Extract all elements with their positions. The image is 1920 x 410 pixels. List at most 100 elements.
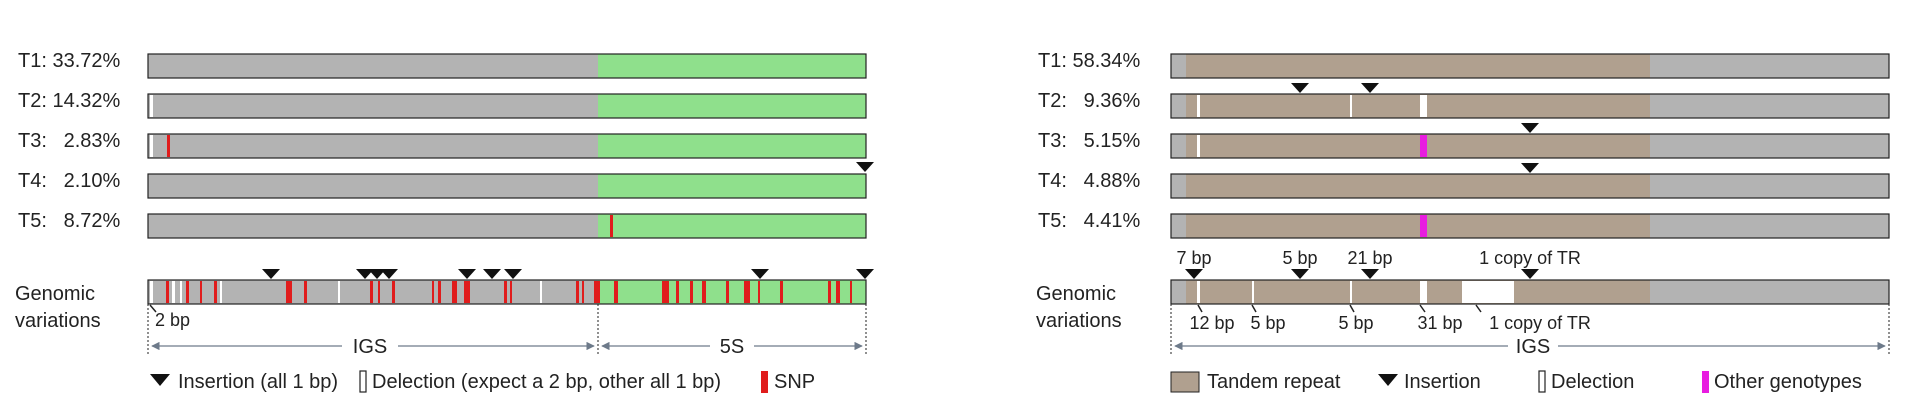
right-bar-t4 [1170,163,1890,199]
other-genotype-mark [1420,135,1427,157]
snp-mark [850,281,852,303]
left-region-igs: IGS [353,336,387,358]
insertion-marker [1185,269,1203,279]
right-annot-bottom-1: 12 bp [1189,313,1234,333]
right-type-label-4: T4: 4.88% [1038,170,1140,192]
deletion-mark [338,281,340,303]
insertion-legend-icon [1378,374,1398,386]
deletion-mark [1420,95,1427,117]
deletion-mark [1350,281,1352,303]
snp-mark [662,281,669,303]
other-genotypes-legend-icon [1702,371,1709,393]
snp-mark [464,281,470,303]
legend-insertion-label: Insertion (all 1 bp) [178,371,338,393]
snp-mark [452,281,457,303]
insertion-marker [483,269,501,279]
right-type-label-5: T5: 4.41% [1038,210,1140,232]
snp-mark [582,281,584,303]
insertion-marker [856,269,874,279]
deletion-mark [1420,281,1427,303]
right-annot-top-4: 1 copy of TR [1479,248,1581,268]
deletion-legend-icon [1538,370,1546,393]
snp-mark [370,281,373,303]
snp-mark [744,281,750,303]
snp-mark [828,281,831,303]
snp-mark [576,281,579,303]
right-bar-t3 [1170,123,1890,159]
right-genomic-bar [1170,269,1890,305]
deletion-mark [540,281,542,303]
snp-mark [200,281,202,303]
deletion-mark [1197,281,1200,303]
deletion-mark [1197,95,1200,117]
snp-mark [510,281,512,303]
right-annot-bottom-3: 5 bp [1338,313,1373,333]
left-annot-2bp: 2 bp [155,310,190,330]
tandem-repeat-legend-swatch [1170,371,1200,393]
snp-mark [392,281,395,303]
insertion-marker [1521,163,1539,173]
right-annot-bottom-4: 31 bp [1417,313,1462,333]
right-genomic-label-line2: variations [1036,310,1122,332]
right-type-label-3: T3: 5.15% [1038,130,1140,152]
legend-other-genotypes-label: Other genotypes [1714,371,1862,393]
deletion-mark [1252,281,1254,303]
insertion-marker [1291,269,1309,279]
right-type-label-2: T2: 9.36% [1038,90,1140,112]
insertion-marker [1361,83,1379,93]
insertion-marker [1521,269,1539,279]
snp-mark [167,135,170,157]
legend-deletion-label: Delection (expect a 2 bp, other all 1 bp… [372,371,721,393]
insertion-legend-icon [150,374,170,386]
snp-mark [726,281,729,303]
snp-mark [676,281,679,303]
right-bar-t5 [1170,213,1890,239]
left-bar-t1 [147,53,867,79]
snp-mark [594,281,600,303]
snp-mark [432,281,434,303]
deletion-mark [172,281,175,303]
insertion-marker [1291,83,1309,93]
snp-mark [304,281,307,303]
insertion-marker [856,162,874,172]
deletion-mark [220,281,222,303]
left-bar-t5 [147,213,867,239]
legend-insertion-label-right: Insertion [1404,371,1481,393]
snp-mark [286,281,292,303]
insertion-marker [368,269,386,279]
snp-mark [614,281,618,303]
insertion-marker [356,269,374,279]
deletion-legend-icon [359,370,367,393]
right-region-igs: IGS [1516,336,1550,358]
deletion-mark [180,281,182,303]
snp-legend-icon [761,371,768,393]
snp-mark [836,281,840,303]
right-annot-top-2: 5 bp [1282,248,1317,268]
right-type-label-1: T1: 58.34% [1038,50,1141,72]
right-panel: T1: 58.34% T2: 9.36% T3: 5.15% T4: 4.88%… [1036,50,1890,393]
deletion-mark [150,135,153,157]
left-type-label-4: T4: 2.10% [18,170,120,192]
snp-mark [702,281,706,303]
left-panel: T1: 33.72% T2: 14.32% T3: 2.83% T4: 2.10… [15,50,874,393]
insertion-marker [262,269,280,279]
left-region-5s: 5S [720,336,744,358]
left-bar-t3 [147,133,867,159]
other-genotype-mark [1420,215,1427,237]
left-bar-t2 [147,93,867,119]
left-bar-t4 [147,162,874,199]
insertion-marker [1361,269,1379,279]
insertion-marker [504,269,522,279]
deletion-mark [150,281,153,303]
left-genomic-label-line2: variations [15,310,101,332]
deletion-mark [1350,95,1352,117]
deletion-mark [1462,281,1514,303]
right-annot-bottom-2: 5 bp [1250,313,1285,333]
left-type-label-2: T2: 14.32% [18,90,121,112]
snp-mark [378,281,380,303]
left-type-label-3: T3: 2.83% [18,130,120,152]
insertion-marker [751,269,769,279]
snp-mark [214,281,217,303]
legend-deletion-label-right: Delection [1551,371,1634,393]
